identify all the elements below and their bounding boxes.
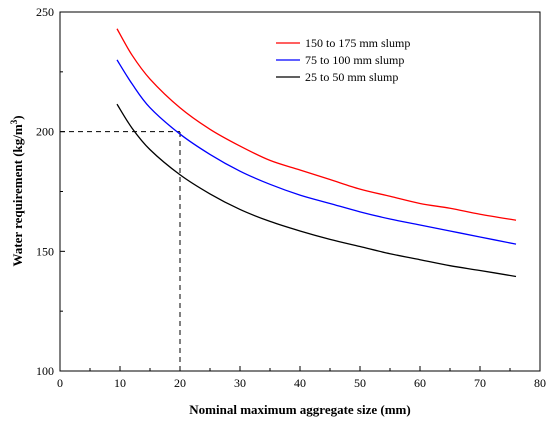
y-tick-label: 250: [36, 5, 54, 19]
y-tick-label: 150: [36, 244, 54, 258]
x-tick-label: 40: [294, 376, 306, 390]
x-axis-title: Nominal maximum aggregate size (mm): [189, 402, 410, 417]
x-tick-label: 20: [174, 376, 186, 390]
series-line-2: [116, 59, 517, 245]
series-line-1: [116, 28, 517, 221]
plot-frame: [59, 11, 541, 372]
series-line-3: [116, 103, 517, 278]
x-tick-label: 0: [57, 376, 63, 390]
x-tick-label: 80: [534, 376, 546, 390]
legend-label: 25 to 50 mm slump: [305, 70, 398, 84]
x-tick-label: 60: [414, 376, 426, 390]
axis-ticks: 0 10 20 30 40 50 60 70 80 100 150 200 250: [36, 5, 546, 390]
y-tick-label: 100: [36, 364, 54, 378]
y-axis-title: Water requirement (kg/m3): [9, 115, 25, 266]
x-tick-label: 30: [234, 376, 246, 390]
legend: 150 to 175 mm slump 75 to 100 mm slump 25 …: [276, 36, 410, 84]
legend-label: 75 to 100 mm slump: [305, 53, 404, 67]
y-axis-title-main: Water requirement (kg/m: [10, 124, 25, 266]
x-tick-label: 10: [114, 376, 126, 390]
reference-lines: [60, 131, 181, 371]
y-axis-title-superscript: 3: [9, 119, 19, 124]
x-tick-label: 70: [474, 376, 486, 390]
x-tick-label: 50: [354, 376, 366, 390]
series-lines: [116, 28, 517, 278]
legend-label: 150 to 175 mm slump: [305, 36, 410, 50]
y-tick-label: 200: [36, 125, 54, 139]
y-axis-title-close: ): [10, 115, 25, 119]
